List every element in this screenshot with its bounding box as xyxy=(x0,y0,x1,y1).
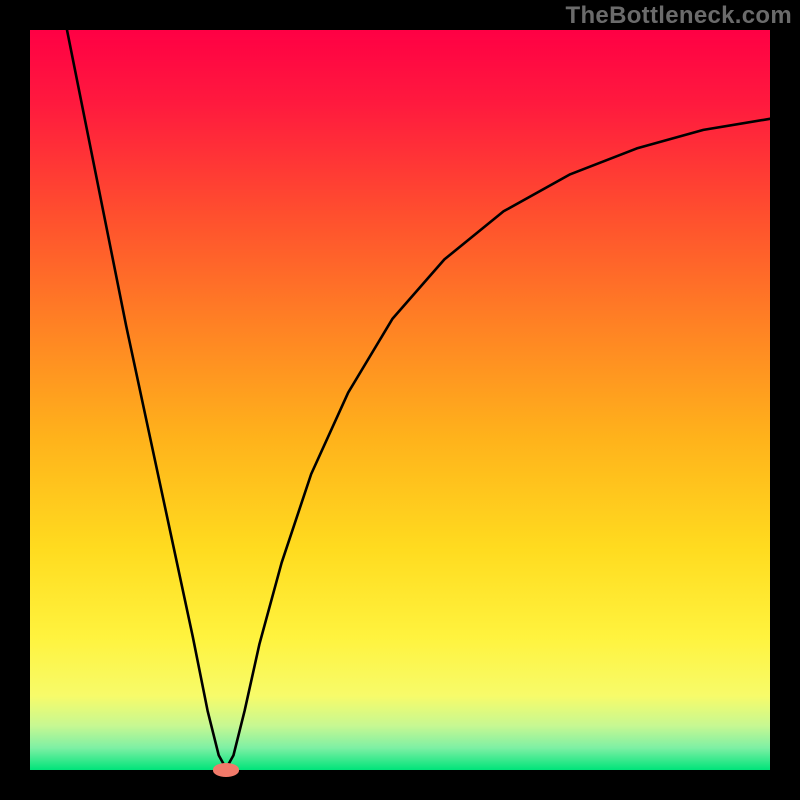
bottleneck-curve xyxy=(67,30,770,769)
chart-frame: TheBottleneck.com xyxy=(0,0,800,800)
minimum-marker xyxy=(213,763,240,776)
plot-area xyxy=(30,30,770,770)
watermark-text: TheBottleneck.com xyxy=(566,2,792,30)
curve-layer xyxy=(30,30,770,770)
